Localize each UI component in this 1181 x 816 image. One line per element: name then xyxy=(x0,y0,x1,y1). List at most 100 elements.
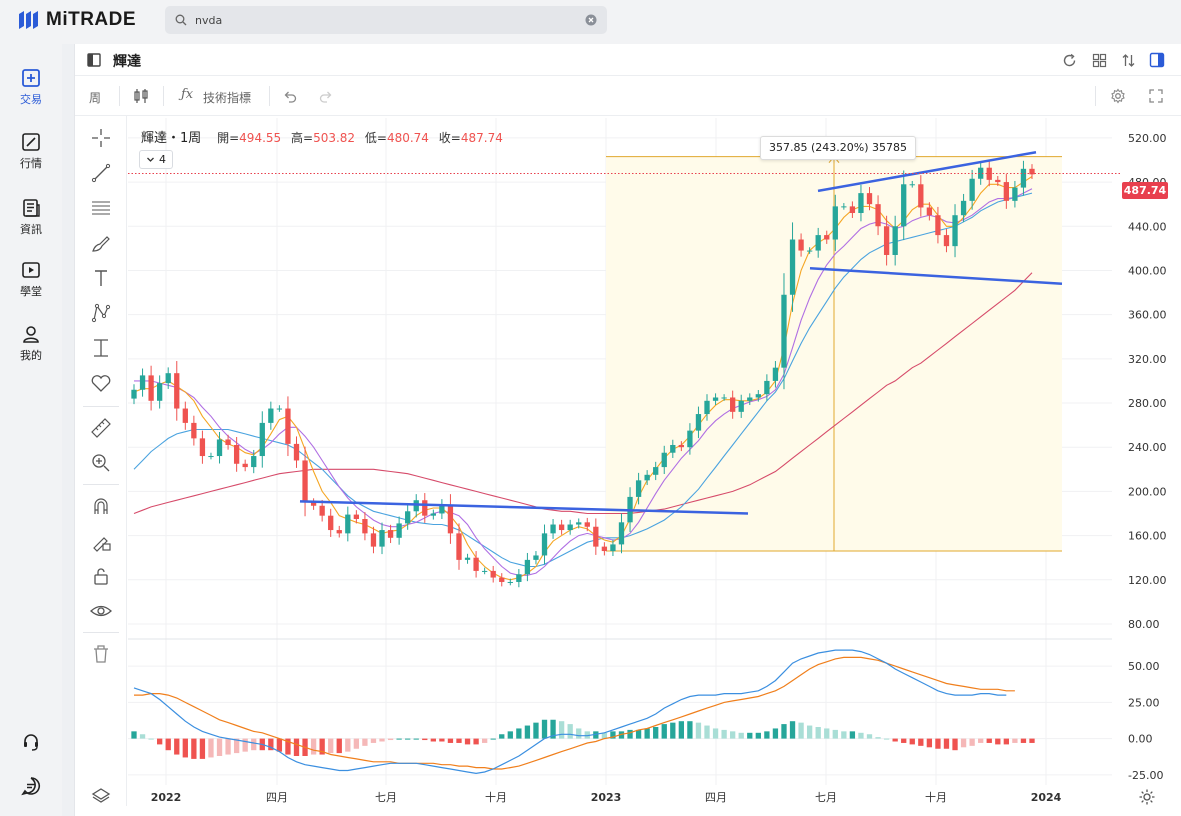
candle-body xyxy=(191,422,197,439)
candle-body xyxy=(285,408,291,444)
side-navigation: 交易 行情 資訊 學堂 我的 xyxy=(0,44,62,816)
macd-tick-label: 25.00 xyxy=(1128,696,1160,709)
nav-trade[interactable]: 交易 xyxy=(0,68,62,107)
macd-histogram-bar xyxy=(379,738,385,742)
trend-line xyxy=(809,266,1063,285)
candle-body xyxy=(584,522,590,527)
zoom-in-icon[interactable] xyxy=(89,451,113,475)
eye-icon[interactable] xyxy=(89,599,113,623)
candle-body xyxy=(978,167,984,179)
macd-histogram-bar xyxy=(644,728,650,739)
panel-toggle-icon[interactable] xyxy=(87,53,101,67)
lock-drawing-icon[interactable] xyxy=(89,529,113,553)
x-tick-label: 四月 xyxy=(705,791,727,804)
macd-histogram-bar xyxy=(293,738,300,756)
projection-tool-icon[interactable] xyxy=(89,336,113,360)
grid-layout-icon[interactable] xyxy=(1092,53,1107,68)
candle-body xyxy=(362,519,368,534)
macd-histogram-bar xyxy=(139,734,146,739)
nav-market[interactable]: 行情 xyxy=(0,132,62,171)
high-value: 503.82 xyxy=(313,131,356,145)
candlestick-type-icon[interactable] xyxy=(133,88,149,104)
redo-icon[interactable] xyxy=(319,89,333,103)
measure-text: 357.85 (243.20%) 35785 xyxy=(769,141,907,154)
x-tick-label: 七月 xyxy=(815,791,837,804)
undo-icon[interactable] xyxy=(283,89,297,103)
settings-gear-icon[interactable] xyxy=(1110,88,1126,104)
unlock-icon[interactable] xyxy=(89,564,113,588)
nav-trade-label: 交易 xyxy=(20,93,42,106)
macd-histogram-bar xyxy=(481,738,488,743)
candle-body xyxy=(952,215,958,247)
candle-body xyxy=(550,524,556,534)
text-tool-icon[interactable] xyxy=(89,266,113,290)
candle-body xyxy=(678,444,685,448)
macd-histogram-bar xyxy=(721,729,727,739)
close-label: 收= xyxy=(438,131,461,145)
candle-body xyxy=(644,474,650,481)
fullscreen-icon[interactable] xyxy=(1149,89,1163,103)
macd-histogram-bar xyxy=(516,728,522,739)
moving-average-lines xyxy=(133,176,1033,581)
candle-body xyxy=(892,226,898,255)
macd-histogram-bar xyxy=(199,738,206,759)
nav-profile[interactable]: 我的 xyxy=(0,324,62,363)
refresh-icon[interactable] xyxy=(1062,53,1077,68)
macd-histogram-bar xyxy=(148,738,154,740)
candle-body xyxy=(601,546,608,552)
crosshair-icon[interactable] xyxy=(89,126,113,150)
layers-icon[interactable] xyxy=(91,786,111,806)
macd-histogram-bar xyxy=(960,738,967,748)
macd-histogram-bar xyxy=(499,734,505,739)
trend-line-icon[interactable] xyxy=(89,161,113,185)
macd-histogram-bar xyxy=(798,722,804,739)
search-box[interactable] xyxy=(165,6,607,34)
candle-body xyxy=(524,559,531,575)
search-icon xyxy=(175,14,187,26)
candle-body xyxy=(293,443,300,461)
ruler-icon[interactable] xyxy=(89,416,113,440)
side-panel-icon[interactable] xyxy=(1149,52,1165,68)
macd-histogram-bar xyxy=(387,738,394,741)
clear-search-icon[interactable] xyxy=(585,14,597,26)
trash-icon[interactable] xyxy=(89,642,113,666)
macd-histogram-bar xyxy=(405,738,411,740)
candle-body xyxy=(422,500,428,516)
macd-histogram-bar xyxy=(576,728,582,739)
horizontal-lines-icon[interactable] xyxy=(89,196,113,220)
indicator-collapse-button[interactable]: 4 xyxy=(139,150,173,169)
macd-histogram-bar xyxy=(439,738,445,742)
sort-arrows-icon[interactable] xyxy=(1121,53,1136,68)
chart-settings-icon[interactable] xyxy=(1138,788,1156,806)
macd-histogram-bar xyxy=(772,728,779,739)
symbol-name: 輝達 xyxy=(113,54,141,70)
headset-icon xyxy=(24,734,38,751)
macd-histogram-bar xyxy=(319,738,325,755)
candle-body xyxy=(1012,187,1018,201)
indicators-button[interactable]: 技術指標 xyxy=(203,91,252,105)
candle-body xyxy=(447,504,454,534)
trend-line xyxy=(299,500,749,515)
candle-body xyxy=(516,574,522,582)
heart-icon[interactable] xyxy=(89,371,113,395)
customer-support-button[interactable] xyxy=(0,732,62,755)
macd-histogram-bar xyxy=(824,728,830,739)
macd-histogram-bar xyxy=(832,729,838,739)
period-selector[interactable]: 周 xyxy=(89,91,102,105)
pattern-tool-icon[interactable] xyxy=(89,301,113,325)
chat-button[interactable] xyxy=(0,776,62,799)
candle-body xyxy=(824,235,830,240)
nav-news[interactable]: 資訊 xyxy=(0,198,62,237)
nav-profile-label: 我的 xyxy=(20,349,42,362)
macd-histogram-bar xyxy=(285,738,291,755)
nav-academy[interactable]: 學堂 xyxy=(0,260,62,299)
mitrade-logo[interactable]: MiTRADE xyxy=(17,8,136,32)
candle-body xyxy=(276,408,283,410)
brush-icon[interactable] xyxy=(89,231,113,255)
y-tick-label: 440.00 xyxy=(1128,220,1167,233)
macd-histogram-bar xyxy=(251,738,257,751)
magnet-icon[interactable] xyxy=(89,494,113,518)
search-input[interactable] xyxy=(195,13,585,27)
candle-body xyxy=(858,193,864,214)
